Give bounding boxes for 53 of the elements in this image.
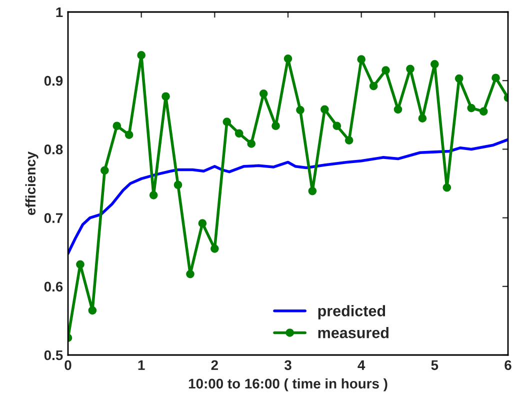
point <box>247 140 256 148</box>
x-tick-label: 0 <box>64 360 72 370</box>
point <box>198 219 207 228</box>
x-tick-label: 4 <box>358 360 366 370</box>
point <box>76 260 84 269</box>
point <box>369 82 378 90</box>
x-axis-title: 10:00 to 16:00 ( time in hours ) <box>188 378 388 392</box>
point <box>308 186 317 196</box>
point <box>186 270 194 278</box>
point <box>272 122 280 130</box>
y-axis-title: efficiency <box>25 152 38 215</box>
x-tick-label: 2 <box>211 360 218 370</box>
line-series <box>68 138 508 255</box>
point <box>394 105 402 114</box>
y-tick-label: 0.9 <box>44 76 63 86</box>
point <box>442 183 452 192</box>
point <box>332 122 342 130</box>
point <box>112 122 122 130</box>
point <box>406 64 414 74</box>
point <box>344 136 354 144</box>
y-tick-label: 0.5 <box>44 350 63 360</box>
point <box>124 130 134 139</box>
point <box>149 190 158 200</box>
y-tick-label: 1 <box>56 7 63 18</box>
point <box>210 244 219 253</box>
x-tick-label: 6 <box>504 360 512 370</box>
point <box>492 74 500 82</box>
point <box>479 107 488 116</box>
x-tick-label: 3 <box>284 360 292 370</box>
point <box>137 51 146 60</box>
point <box>320 105 329 114</box>
point <box>357 55 366 64</box>
point <box>467 104 476 112</box>
point <box>100 166 109 175</box>
x-tick-label: 5 <box>431 360 438 370</box>
point <box>284 54 292 63</box>
point <box>296 106 304 114</box>
legend-label: predicted <box>318 305 386 320</box>
legend-label: measured <box>318 327 388 338</box>
point <box>382 66 390 74</box>
y-tick-label: 0.8 <box>44 144 63 154</box>
point <box>259 89 268 98</box>
y-tick-label: 0.6 <box>44 282 63 292</box>
point <box>174 180 182 190</box>
y-tick-label: 0.7 <box>44 213 63 223</box>
point <box>222 118 232 126</box>
point <box>454 74 464 83</box>
x-tick-label: 1 <box>138 360 145 370</box>
point <box>162 92 170 101</box>
point <box>430 60 439 68</box>
point <box>234 129 244 138</box>
point <box>88 306 97 315</box>
point <box>418 114 427 122</box>
